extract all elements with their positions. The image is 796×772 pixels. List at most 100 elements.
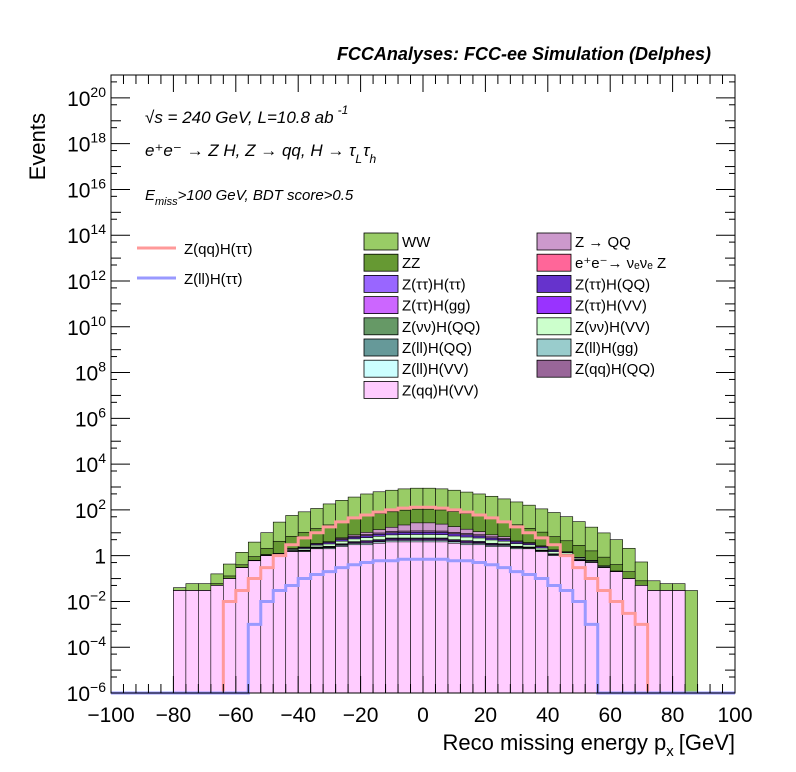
- bar-z-qq-h-vv-bin-6: [185, 590, 199, 694]
- y-tick-label: 1014: [67, 221, 106, 248]
- x-axis-label-unit: [GeV]: [679, 730, 735, 755]
- bar-z-qq-h-vv-bin-41: [622, 578, 636, 694]
- bar-z-qq-h-vv-bin-8: [210, 585, 224, 694]
- legend-label: Z(νν)H(VV): [575, 319, 650, 336]
- x-axis: −100 −80 −60 −40 −20 0 20 40 60 80 100: [87, 75, 753, 727]
- annotation-process-text: e⁺e⁻ → Z H, Z → qq, H → τ: [145, 141, 357, 160]
- bar-z-qq-h-vv-bin-19: [347, 544, 361, 694]
- bar-z-qq-h-vv-bin-42: [634, 585, 648, 694]
- bar-z-qq-h-vv-bin-44: [659, 590, 673, 694]
- x-axis-label: Reco missing energy px [GeV]: [442, 730, 735, 760]
- bar-z-qq-h-vv-bin-7: [198, 590, 212, 694]
- bar-z-qq-h-vv-bin-30: [485, 546, 499, 694]
- y-tick-label-exponent: −4: [90, 633, 106, 649]
- annotation-cuts-sub: miss: [155, 196, 178, 208]
- y-tick-label: 1: [94, 546, 106, 569]
- legend-label: WW: [402, 234, 431, 251]
- y-axis: 10−610−410−21102104106108101010121014101…: [67, 81, 735, 706]
- y-tick-label: 108: [75, 359, 106, 386]
- bar-z-qq-h-vv-bin-12: [260, 555, 274, 694]
- y-tick-label-base: 10: [75, 454, 98, 477]
- legend-label: Z(qq)H(QQ): [575, 361, 655, 378]
- legend-label: Z(ll)H(QQ): [402, 340, 472, 357]
- y-tick-label: 1012: [67, 267, 106, 294]
- bar-z-qq-h-vv-bin-20: [360, 544, 374, 694]
- legend-swatch: [536, 274, 572, 293]
- bar-z-qq-h-vv-bin-5: [173, 590, 187, 694]
- legend-label: Z(ll)H(gg): [575, 340, 638, 357]
- legend-swatch: [536, 317, 572, 336]
- signal-line-1: [111, 557, 735, 695]
- y-tick-label-exponent: 10: [90, 313, 106, 329]
- legend-swatch: [363, 338, 399, 357]
- legend-swatch: [536, 359, 572, 378]
- annotation-cuts-e: E: [145, 187, 156, 204]
- y-tick-label: 10−6: [67, 679, 107, 706]
- legend-swatch: [363, 359, 399, 378]
- y-tick-label: 1018: [67, 130, 106, 157]
- x-axis-label-main: Reco missing energy p: [442, 730, 666, 755]
- x-tick-label: 100: [717, 704, 752, 727]
- bar-z-qq-h-vv-bin-45: [672, 590, 686, 694]
- y-tick-label-base: 10: [75, 500, 98, 523]
- legend-swatch: [536, 338, 572, 357]
- bar-z-qq-h-vv-bin-28: [460, 544, 474, 694]
- bar-z-qq-h-vv-bin-22: [385, 541, 399, 694]
- legend-swatch: [536, 296, 572, 315]
- bar-z-qq-h-vv-bin-23: [397, 541, 411, 694]
- signal-lines: [111, 505, 735, 695]
- bar-z-qq-h-vv-bin-11: [247, 560, 262, 694]
- y-tick-label-exponent: 12: [90, 267, 106, 283]
- y-tick-label-base: 10: [67, 637, 90, 660]
- bar-ww-bin-46: [684, 590, 698, 694]
- y-axis-label: Events: [25, 113, 50, 180]
- bar-z-qq-h-vv-bin-26: [435, 541, 449, 694]
- annotation-process-sub-l: L: [355, 152, 362, 166]
- bar-z-qq-h-vv-bin-21: [372, 542, 386, 694]
- x-tick-label: 60: [599, 704, 622, 727]
- bar-z-qq-h-vv-bin-10: [235, 567, 249, 694]
- x-tick-label: 20: [474, 704, 497, 727]
- histogram-bars: [173, 487, 698, 694]
- legend-label: Z(ττ)H(VV): [575, 298, 647, 315]
- annotation-cuts-rest: >100 GeV, BDT score>0.5: [178, 187, 354, 204]
- y-tick-label-exponent: 8: [98, 359, 106, 375]
- x-tick-label: −60: [218, 704, 254, 727]
- y-tick-label-base: 10: [67, 683, 90, 706]
- legend-label: ZZ: [402, 255, 420, 272]
- y-tick-label-base: 10: [67, 88, 90, 111]
- bar-z-qq-h-vv-bin-16: [310, 548, 324, 694]
- legend-swatch: [536, 232, 572, 251]
- legend-swatch: [536, 253, 572, 272]
- signal-line-0: [111, 505, 735, 695]
- legend-label: Z(ττ)H(gg): [402, 298, 471, 315]
- x-tick-label: 40: [536, 704, 559, 727]
- y-tick-label-base: 10: [67, 317, 90, 340]
- x-tick-label: 80: [661, 704, 684, 727]
- y-tick-label-exponent: 2: [98, 496, 106, 512]
- bar-z-qq-h-vv-bin-25: [422, 541, 436, 694]
- bar-z-qq-h-vv-bin-37: [572, 560, 586, 694]
- y-tick-label: 10−4: [67, 633, 107, 660]
- y-tick-label-base: 10: [75, 363, 98, 386]
- x-tick-label: −20: [343, 704, 379, 727]
- annotation-energy-text: √s = 240 GeV, L=10.8 ab: [145, 108, 334, 127]
- y-tick-label-exponent: 14: [90, 221, 106, 237]
- y-tick-label-exponent: 6: [98, 404, 106, 420]
- annotation-lumi-exponent: -1: [338, 103, 349, 117]
- y-tick-label-exponent: 18: [90, 130, 106, 146]
- legend-label: Z(νν)H(QQ): [402, 319, 480, 336]
- y-tick-label: 1010: [67, 313, 106, 340]
- x-tick-label: 0: [417, 704, 429, 727]
- bar-z-qq-h-vv-bin-14: [285, 551, 299, 694]
- annotation-cuts: Emiss>100 GeV, BDT score>0.5: [145, 187, 354, 208]
- annotation-process-tau2: τ: [363, 141, 371, 160]
- y-tick-label-exponent: 20: [90, 84, 106, 100]
- y-tick-label-exponent: 4: [98, 450, 106, 466]
- legend-swatch: [363, 317, 399, 336]
- chart-title: FCCAnalyses: FCC-ee Simulation (Delphes): [337, 44, 711, 64]
- legend-swatch: [363, 232, 399, 251]
- bar-z-qq-h-vv-bin-9: [223, 578, 237, 694]
- y-tick-label-base: 10: [67, 179, 90, 202]
